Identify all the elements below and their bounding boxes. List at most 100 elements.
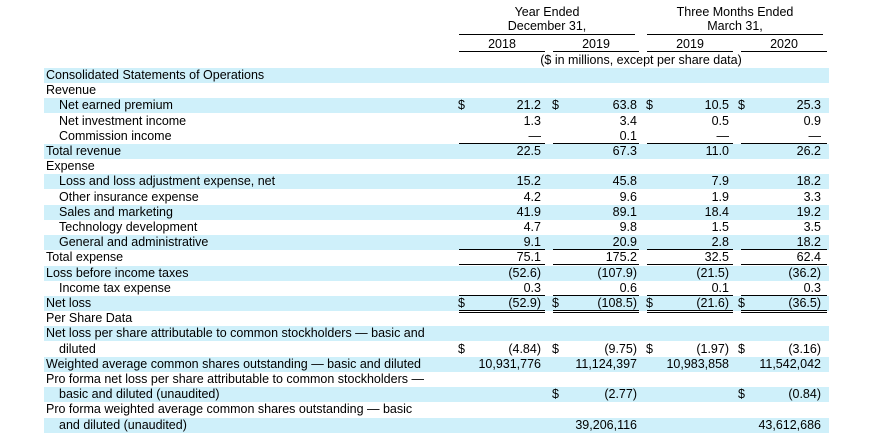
table-row: Net earned premium $21.2 $63.8 $10.5 $25.3 <box>44 98 829 114</box>
dollar-sign: $ <box>738 98 745 113</box>
row-value: 4.2 <box>523 189 541 204</box>
dollar-sign: $ <box>738 296 745 310</box>
row-label: Pro forma net loss per share attributabl… <box>46 372 424 386</box>
row-value: 39,206,116 <box>575 417 637 432</box>
total-underline <box>647 310 733 311</box>
row-label: Weighted average common shares outstandi… <box>46 356 421 371</box>
table-row: Total revenue 22.5 67.3 11.0 26.2 <box>44 144 829 159</box>
row-value: 18.4 <box>704 204 729 219</box>
row-value: 18.2 <box>796 235 821 250</box>
row-value: 2.8 <box>711 235 729 250</box>
table-row: Consolidated Statements of Operations <box>44 68 829 83</box>
row-value: 1.5 <box>711 220 729 234</box>
table-row: diluted $ (4.84) $ (9.75) $ (1.97) $ (3.16) <box>44 342 829 357</box>
row-value: (107.9) <box>597 265 637 280</box>
row-label: Expense <box>46 159 95 174</box>
table-row: basic and diluted (unaudited) $ (2.77) $ (0.… <box>44 387 829 403</box>
column-rule-2019-year <box>553 51 639 52</box>
table-row: Pro forma net loss per share attributabl… <box>44 372 829 387</box>
row-value: — <box>716 128 730 143</box>
column-header-2020: 2020 <box>770 37 798 51</box>
row-value: 1.9 <box>711 189 729 204</box>
table-row: Loss before income taxes (52.6) (107.9) (21… <box>44 265 829 281</box>
row-value: 0.5 <box>711 113 729 128</box>
dollar-sign: $ <box>458 341 465 356</box>
header-rule-three-months <box>647 34 823 35</box>
row-label: Net investment income <box>59 113 187 128</box>
dollar-sign: $ <box>738 387 745 402</box>
row-value: 0.3 <box>803 280 821 295</box>
column-header-2019-year: 2019 <box>582 37 610 51</box>
row-value: (0.84) <box>788 387 821 402</box>
column-header-2018: 2018 <box>488 37 516 51</box>
total-underline <box>741 249 827 251</box>
row-value: (9.75) <box>604 341 637 356</box>
row-label: Consolidated Statements of Operations <box>46 68 265 82</box>
row-label: and diluted (unaudited) <box>59 417 187 432</box>
column-header-2019-quarter: 2019 <box>676 37 704 51</box>
row-value: 7.9 <box>711 174 729 189</box>
total-underline <box>647 264 733 266</box>
row-value: 9.8 <box>619 220 637 234</box>
table-row: Expense <box>44 159 829 174</box>
row-value: 175.2 <box>605 250 637 265</box>
table-row: Pro forma weighted average common shares… <box>44 402 829 417</box>
row-value: 0.1 <box>619 128 637 143</box>
table-row: Revenue <box>44 83 829 98</box>
row-label: Net earned premium <box>59 98 173 113</box>
row-label: Loss before income taxes <box>46 265 189 280</box>
dollar-sign: $ <box>458 296 465 310</box>
dollar-sign: $ <box>738 341 745 356</box>
row-value: (21.5) <box>696 265 729 280</box>
total-underline <box>459 294 545 296</box>
table-row: Net loss $ (52.9) $ (108.5) $ (21.6) $ (36.5) <box>44 296 829 313</box>
row-value: 15.2 <box>516 174 541 189</box>
row-value: 3.3 <box>803 189 821 204</box>
row-label: Total expense <box>46 250 124 265</box>
total-underline <box>459 249 545 251</box>
row-value: (36.5) <box>788 296 821 310</box>
row-value: 21.2 <box>516 98 541 113</box>
row-value: 0.1 <box>711 280 729 295</box>
column-rule-2020 <box>741 51 827 52</box>
row-value: (52.9) <box>508 296 541 310</box>
row-label: Technology development <box>59 220 198 234</box>
row-value: 4.7 <box>523 220 541 234</box>
total-underline <box>553 249 639 251</box>
row-value: 75.1 <box>516 250 541 265</box>
row-value: (52.6) <box>508 265 541 280</box>
row-value: 25.3 <box>796 98 821 113</box>
table-row: and diluted (unaudited) 39,206,116 43,612,… <box>44 417 829 433</box>
row-value: 1.3 <box>523 113 541 128</box>
dollar-sign: $ <box>458 98 465 113</box>
row-label: diluted <box>59 341 96 356</box>
total-underline <box>741 264 827 266</box>
row-value: 41.9 <box>516 204 541 219</box>
row-value: — <box>528 128 542 143</box>
dollar-sign: $ <box>646 341 653 356</box>
row-value: 11,124,397 <box>575 356 637 371</box>
dollar-sign: $ <box>552 296 559 310</box>
row-value: 0.6 <box>619 280 637 295</box>
row-value: (36.2) <box>788 265 821 280</box>
row-value: 18.2 <box>796 174 821 189</box>
row-value: 9.6 <box>619 189 637 204</box>
row-value: 67.3 <box>612 144 637 158</box>
table-row: Total expense 75.1 175.2 32.5 62.4 <box>44 250 829 266</box>
row-label: Total revenue <box>46 144 122 158</box>
row-value: 11,542,042 <box>759 356 821 371</box>
row-value: 62.4 <box>796 250 821 265</box>
total-underline <box>459 264 545 266</box>
row-value: (1.97) <box>696 341 729 356</box>
total-double-underline <box>647 312 733 313</box>
dollar-sign: $ <box>646 296 653 310</box>
table-row: Per Share Data <box>44 311 829 326</box>
total-underline <box>741 142 827 144</box>
row-value: 0.3 <box>523 280 541 295</box>
row-label: Commission income <box>59 128 172 143</box>
total-underline <box>741 310 827 311</box>
total-underline <box>459 310 545 311</box>
row-value: 3.5 <box>803 220 821 234</box>
row-label: Net loss per share attributable to commo… <box>46 326 425 341</box>
